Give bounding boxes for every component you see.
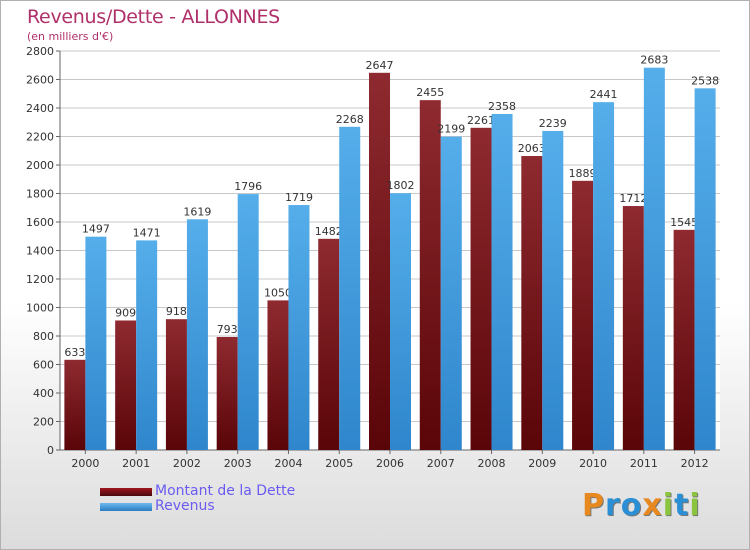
- bar-revenus: [491, 113, 513, 451]
- y-tick-label: 400: [33, 387, 54, 400]
- bar-revenus: [694, 88, 716, 451]
- bar-revenus: [643, 67, 665, 451]
- x-tick-label: 2002: [173, 457, 201, 470]
- data-label-revenus: 2683: [640, 54, 668, 67]
- y-tick-label: 2400: [26, 102, 54, 115]
- data-label-revenus: 1471: [133, 226, 161, 239]
- bar-revenus: [136, 240, 158, 450]
- y-tick-label: 200: [33, 416, 54, 429]
- chart-title: Revenus/Dette - ALLONNES: [27, 6, 280, 28]
- logo-letter: i: [662, 488, 675, 523]
- data-label-revenus: 2199: [437, 123, 465, 136]
- legend-swatch-revenus: [100, 503, 152, 511]
- data-label-revenus: 1719: [285, 191, 313, 204]
- bar-dette: [521, 156, 543, 450]
- bar-dette: [673, 229, 695, 450]
- data-label-revenus: 2358: [488, 100, 516, 113]
- data-label-revenus: 2239: [539, 117, 567, 130]
- x-tick-label: 2008: [478, 457, 506, 470]
- y-tick-label: 2000: [26, 159, 54, 172]
- x-tick-label: 2012: [681, 457, 709, 470]
- y-tick-label: 2600: [26, 74, 54, 87]
- bar-revenus: [390, 193, 411, 450]
- logo-letter: P: [582, 488, 605, 523]
- bar-dette: [419, 100, 441, 450]
- x-tick-label: 2009: [528, 457, 556, 470]
- x-tick-label: 2001: [122, 457, 150, 470]
- bar-revenus: [288, 205, 310, 450]
- legend-item-dette: Montant de la Dette: [100, 483, 340, 499]
- bar-dette: [115, 320, 137, 450]
- proxiti-logo: Proxiti: [582, 488, 701, 523]
- bar-revenus: [593, 102, 615, 450]
- bar-revenus: [542, 130, 564, 450]
- bar-dette: [216, 336, 238, 450]
- chart-subtitle: (en milliers d'€): [27, 30, 114, 43]
- bar-revenus: [440, 136, 462, 450]
- x-tick-label: 2003: [224, 457, 252, 470]
- legend-item-revenus: Revenus: [100, 498, 340, 514]
- bar-revenus: [186, 219, 208, 450]
- bar-dette: [622, 206, 644, 450]
- data-label-revenus: 2538: [691, 74, 719, 87]
- data-label-revenus: 1796: [234, 180, 262, 193]
- x-tick-label: 2005: [325, 457, 353, 470]
- data-label-revenus: 1497: [82, 223, 110, 236]
- x-tick-label: 2006: [376, 457, 404, 470]
- data-label-dette: 633: [64, 346, 85, 359]
- y-tick-label: 2200: [26, 131, 54, 144]
- logo-letter: o: [620, 488, 643, 523]
- data-label-dette: 2063: [518, 142, 546, 155]
- data-label-dette: 1712: [619, 192, 647, 205]
- data-label-dette: 1545: [670, 216, 698, 229]
- bar-dette: [572, 180, 594, 450]
- y-tick-label: 0: [47, 444, 54, 457]
- data-label-revenus: 1802: [387, 179, 415, 192]
- logo-letter: t: [674, 488, 690, 523]
- bar-dette: [470, 127, 492, 451]
- data-label-dette: 909: [115, 306, 136, 319]
- y-tick-label: 1800: [26, 188, 54, 201]
- y-tick-label: 1200: [26, 273, 54, 286]
- data-label-revenus: 2441: [590, 88, 618, 101]
- data-label-dette: 1050: [264, 286, 292, 299]
- legend-swatch-dette: [100, 488, 152, 496]
- data-label-dette: 793: [217, 323, 238, 336]
- data-label-dette: 918: [166, 305, 187, 318]
- bar-dette: [318, 238, 340, 450]
- x-tick-label: 2004: [274, 457, 302, 470]
- logo-letter: r: [605, 488, 621, 523]
- data-label-dette: 2647: [366, 59, 394, 72]
- data-label-revenus: 1619: [183, 205, 211, 218]
- x-tick-label: 2007: [427, 457, 455, 470]
- bar-revenus: [339, 126, 361, 450]
- bar-revenus: [237, 194, 259, 450]
- bar-dette: [165, 319, 187, 450]
- legend-label-dette: Montant de la Dette: [155, 483, 296, 499]
- data-label-dette: 2455: [416, 86, 444, 99]
- x-tick-label: 2011: [630, 457, 658, 470]
- legend-label-revenus: Revenus: [155, 498, 215, 514]
- y-tick-label: 1000: [26, 302, 54, 315]
- y-tick-label: 2800: [26, 45, 54, 58]
- data-label-dette: 2261: [467, 114, 495, 127]
- bar-dette: [64, 359, 86, 450]
- y-tick-label: 1600: [26, 216, 54, 229]
- logo-letter: i: [689, 488, 701, 523]
- bar-dette: [267, 300, 289, 450]
- x-tick-label: 2010: [579, 457, 607, 470]
- logo-letter: x: [642, 488, 663, 523]
- y-tick-label: 800: [33, 330, 54, 343]
- bar-revenus: [85, 236, 107, 450]
- data-label-revenus: 2268: [336, 113, 364, 126]
- y-tick-label: 1400: [26, 245, 54, 258]
- y-tick-label: 600: [33, 359, 54, 372]
- data-label-dette: 1889: [569, 167, 597, 180]
- data-label-dette: 1482: [315, 225, 343, 238]
- bar-dette: [369, 72, 390, 451]
- x-tick-label: 2000: [71, 457, 99, 470]
